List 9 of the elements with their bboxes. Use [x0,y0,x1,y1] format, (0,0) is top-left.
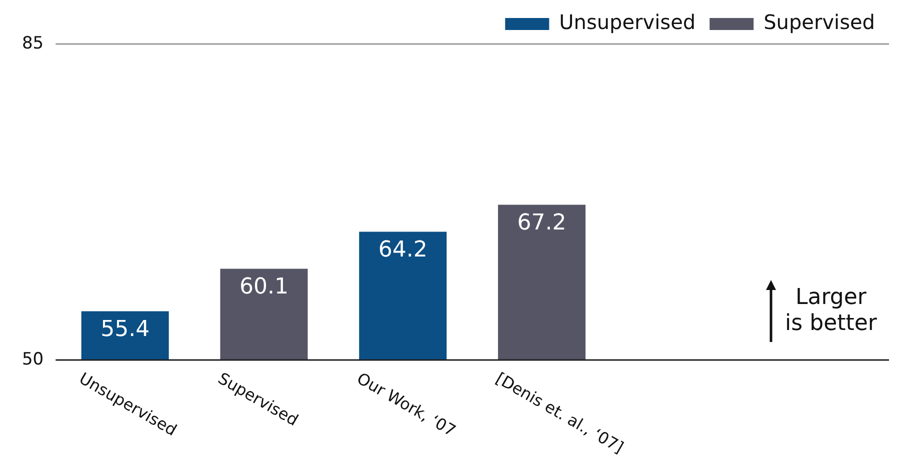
y-tick-label: 50 [22,349,44,370]
legend-label: Unsupervised [559,10,696,34]
legend-label: Supervised [764,10,875,34]
data-label: 67.2 [517,210,566,236]
y-tick-label: 85 [22,33,44,54]
data-label: 55.4 [100,316,150,342]
data-label: 60.1 [239,274,288,300]
annotation: Larger is better [785,285,877,337]
data-label: 64.2 [378,238,428,263]
